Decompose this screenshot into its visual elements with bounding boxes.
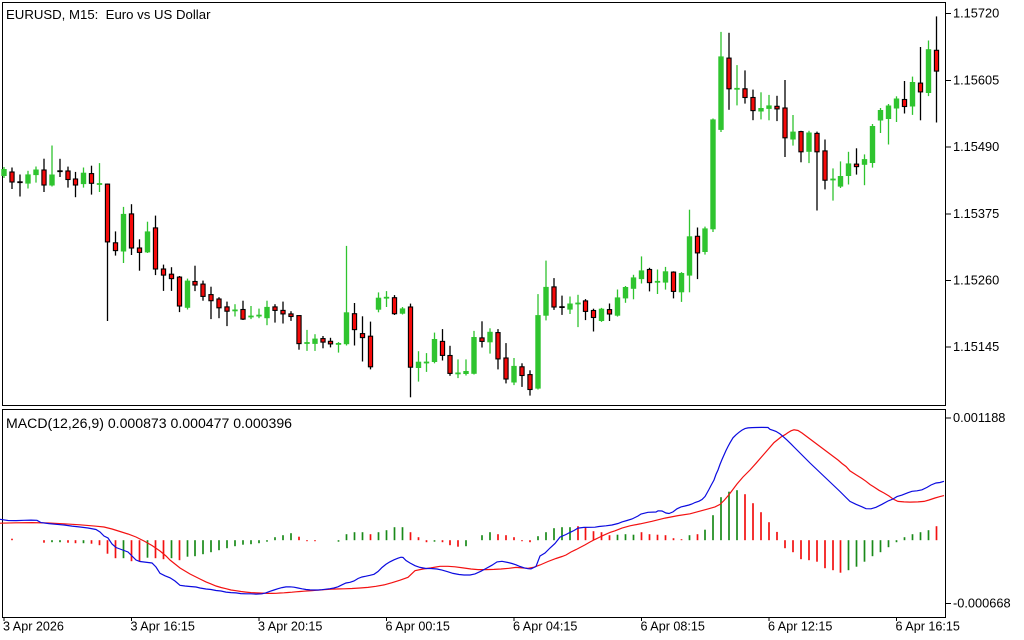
svg-text:1.15605: 1.15605 [953,72,999,87]
svg-text:-0.000668: -0.000668 [953,596,1011,611]
svg-text:6 Apr 08:15: 6 Apr 08:15 [641,620,705,634]
svg-text:6 Apr 16:15: 6 Apr 16:15 [896,620,960,634]
svg-text:6 Apr 00:15: 6 Apr 00:15 [386,620,450,634]
svg-text:1.15720: 1.15720 [953,6,999,21]
svg-text:1.15145: 1.15145 [953,339,999,354]
svg-text:6 Apr 12:15: 6 Apr 12:15 [768,620,832,634]
svg-text:6 Apr 04:15: 6 Apr 04:15 [513,620,577,634]
svg-text:3 Apr 20:15: 3 Apr 20:15 [258,620,322,634]
svg-text:0.001188: 0.001188 [953,410,1005,425]
svg-text:3 Apr 2026: 3 Apr 2026 [3,620,64,634]
svg-text:EURUSD, M15: Euro vs US Dolla: EURUSD, M15: Euro vs US Dollar [6,7,211,22]
svg-text:3 Apr 16:15: 3 Apr 16:15 [131,620,195,634]
svg-text:1.15490: 1.15490 [953,139,999,154]
svg-text:1.15260: 1.15260 [953,273,999,288]
svg-text:MACD(12,26,9) 0.000873 0.00047: MACD(12,26,9) 0.000873 0.000477 0.000396 [6,415,292,431]
svg-text:1.15375: 1.15375 [953,206,999,221]
